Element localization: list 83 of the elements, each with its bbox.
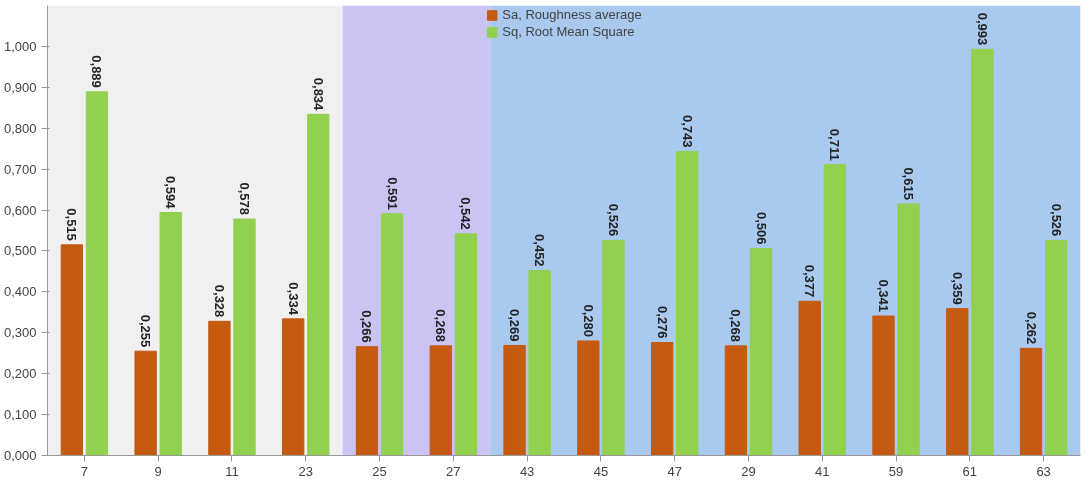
- y-tick-label: 0,000: [3, 448, 37, 463]
- x-tick-label: 23: [298, 463, 313, 479]
- data-label: 0,711: [827, 128, 843, 161]
- y-tick-label: 0,300: [3, 325, 37, 341]
- data-label: 0,506: [753, 211, 769, 245]
- bar: [650, 342, 674, 456]
- data-label: 0,515: [64, 208, 80, 241]
- data-label: 0,377: [802, 264, 818, 298]
- data-label: 0,262: [1023, 311, 1039, 345]
- data-label: 0,266: [359, 310, 375, 343]
- data-label: 0,889: [89, 55, 105, 88]
- bar: [60, 244, 84, 456]
- x-tick-label: 47: [667, 463, 682, 479]
- x-tick-label: 25: [372, 463, 387, 479]
- data-label: 0,255: [138, 314, 154, 348]
- bar: [798, 300, 821, 456]
- x-tick-label: 43: [519, 463, 535, 479]
- data-label: 0,328: [211, 284, 227, 318]
- bar: [85, 91, 109, 456]
- data-label: 0,341: [875, 279, 891, 313]
- x-tick-label: 9: [154, 463, 162, 479]
- x-tick-label: 45: [593, 463, 609, 479]
- y-tick-label: 0,800: [3, 120, 37, 136]
- bar: [429, 345, 452, 456]
- data-label: 0,359: [949, 272, 965, 305]
- data-label: 0,269: [507, 308, 523, 342]
- bar: [208, 320, 231, 456]
- bar: [1044, 239, 1068, 456]
- bar: [897, 203, 920, 456]
- data-label: 0,452: [532, 234, 548, 267]
- data-label: 0,594: [163, 175, 179, 210]
- bar: [233, 218, 256, 456]
- data-label: 0,280: [580, 304, 596, 337]
- bar: [380, 213, 404, 456]
- bar: [823, 164, 846, 456]
- data-label: 0,526: [1048, 203, 1064, 237]
- bar: [946, 308, 969, 456]
- data-label: 0,268: [728, 309, 744, 342]
- bar: [282, 318, 305, 456]
- bar: [355, 346, 379, 456]
- bar: [872, 315, 895, 456]
- bar: [1019, 347, 1043, 456]
- data-label: 0,591: [384, 177, 400, 210]
- bar: [676, 151, 699, 456]
- bar: [528, 270, 551, 456]
- x-tick-label: 27: [446, 463, 461, 479]
- x-tick-label: 61: [962, 463, 978, 479]
- bar: [134, 350, 157, 456]
- y-tick-label: 0,400: [3, 284, 37, 300]
- bar: [749, 248, 773, 456]
- y-tick-label: 0,600: [3, 202, 37, 218]
- data-label: 0,268: [433, 309, 449, 342]
- legend-label: Sa, Roughness average: [502, 7, 642, 22]
- bar: [602, 239, 625, 456]
- y-tick-label: 0,500: [3, 243, 37, 259]
- x-tick-label: 7: [80, 463, 89, 479]
- x-tick-label: 63: [1036, 463, 1051, 479]
- data-label: 0,334: [285, 282, 301, 316]
- y-tick-label: 0,900: [3, 79, 37, 95]
- bar: [577, 340, 600, 456]
- data-label: 0,526: [605, 203, 621, 237]
- x-tick-label: 29: [741, 463, 756, 479]
- data-label: 0,578: [237, 182, 253, 216]
- bar: [454, 233, 478, 456]
- x-tick-label: 59: [888, 463, 904, 479]
- y-tick-label: 0,100: [3, 407, 37, 423]
- data-label: 0,615: [901, 167, 917, 200]
- y-tick-label: 1,000: [3, 38, 37, 54]
- y-tick-label: 0,700: [3, 161, 37, 177]
- bar: [159, 212, 182, 456]
- bar: [724, 345, 748, 456]
- data-label: 0,276: [654, 306, 670, 339]
- x-tick-label: 41: [815, 463, 830, 479]
- legend-label: Sq, Root Mean Square: [502, 24, 635, 39]
- data-label: 0,993: [974, 12, 990, 46]
- bar: [307, 113, 330, 456]
- bar: [971, 48, 994, 456]
- data-label: 0,743: [679, 115, 695, 148]
- bar: [503, 344, 526, 456]
- x-tick-label: 11: [225, 463, 239, 479]
- data-label: 0,542: [458, 197, 474, 230]
- y-tick-label: 0,200: [3, 366, 37, 382]
- data-label: 0,834: [310, 77, 326, 112]
